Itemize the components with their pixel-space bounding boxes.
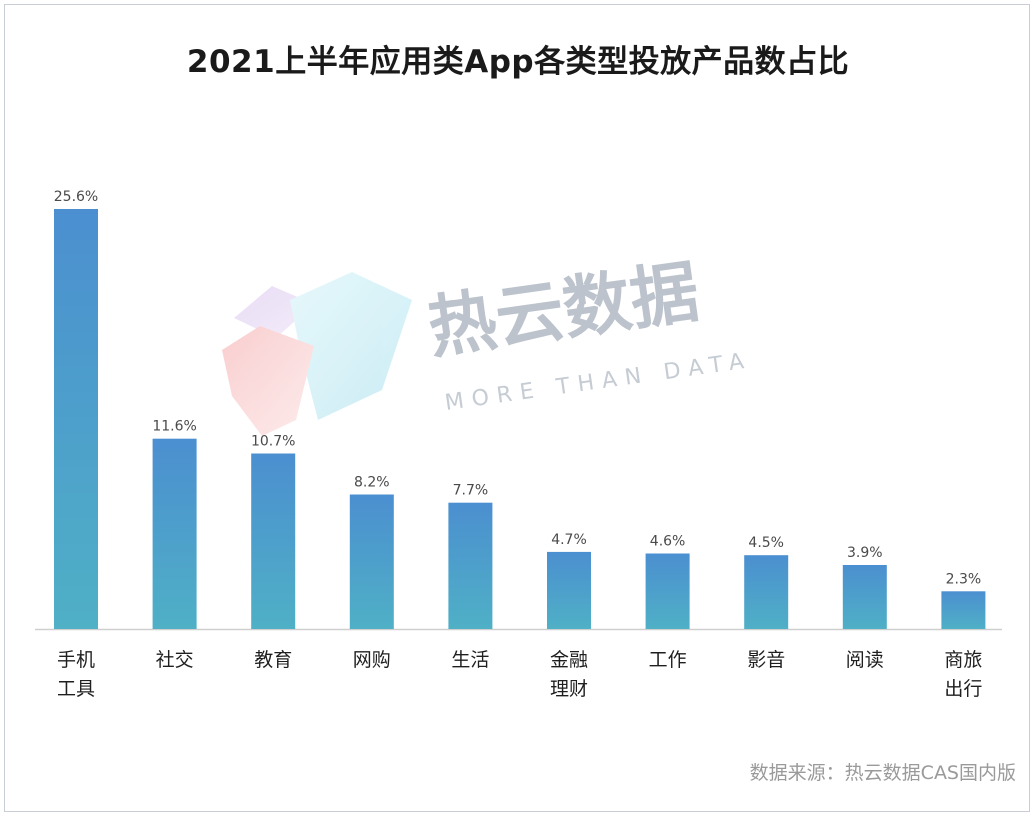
x-tick-label: 影音 [747, 649, 785, 671]
x-tick-label: 工具 [57, 678, 95, 700]
bar-value-label: 3.9% [847, 545, 883, 561]
bar-value-label: 4.6% [650, 534, 686, 550]
x-tick-label: 金融 [550, 649, 588, 671]
bar [54, 209, 98, 629]
bar-value-label: 4.7% [551, 532, 587, 548]
chart-frame [4, 4, 1030, 812]
bar [349, 494, 394, 629]
bar-value-label: 2.3% [946, 571, 982, 587]
bar [941, 591, 986, 629]
x-tick-label: 教育 [254, 649, 292, 671]
bar-value-label: 11.6% [152, 419, 196, 435]
bar [251, 453, 296, 629]
bar [448, 502, 493, 629]
bar [842, 565, 887, 629]
bars-group [54, 209, 986, 629]
data-source-note: 数据来源：热云数据CAS国内版 [749, 762, 1016, 784]
x-tick-label: 手机 [57, 649, 95, 671]
x-tick-label: 商旅 [944, 649, 982, 671]
x-tick-label: 理财 [550, 678, 588, 700]
bar-value-label: 8.2% [354, 475, 390, 491]
x-tick-label: 阅读 [846, 649, 884, 671]
bar-value-label: 10.7% [251, 434, 295, 450]
x-tick-label: 网购 [353, 649, 391, 671]
watermark-logo [222, 272, 412, 436]
x-tick-label: 工作 [649, 649, 687, 671]
x-tick-label: 生活 [451, 649, 489, 671]
chart-title: 2021上半年应用类App各类型投放产品数占比 [186, 44, 850, 80]
bar-value-label: 7.7% [453, 483, 489, 499]
bar-value-label: 4.5% [748, 535, 784, 551]
bar [547, 551, 591, 629]
bar-value-label: 25.6% [54, 189, 98, 205]
bar [645, 553, 690, 629]
watermark-title: 热云数据 [423, 253, 703, 369]
x-tick-label: 出行 [944, 678, 982, 700]
x-tick-label: 社交 [156, 649, 194, 671]
value-labels-group: 25.6% 11.6% 10.7% 8.2% 7.7% 4.7% 4.6% 4.5% 3.9% 2… [54, 189, 981, 587]
bar [744, 555, 789, 629]
bar [152, 438, 197, 629]
